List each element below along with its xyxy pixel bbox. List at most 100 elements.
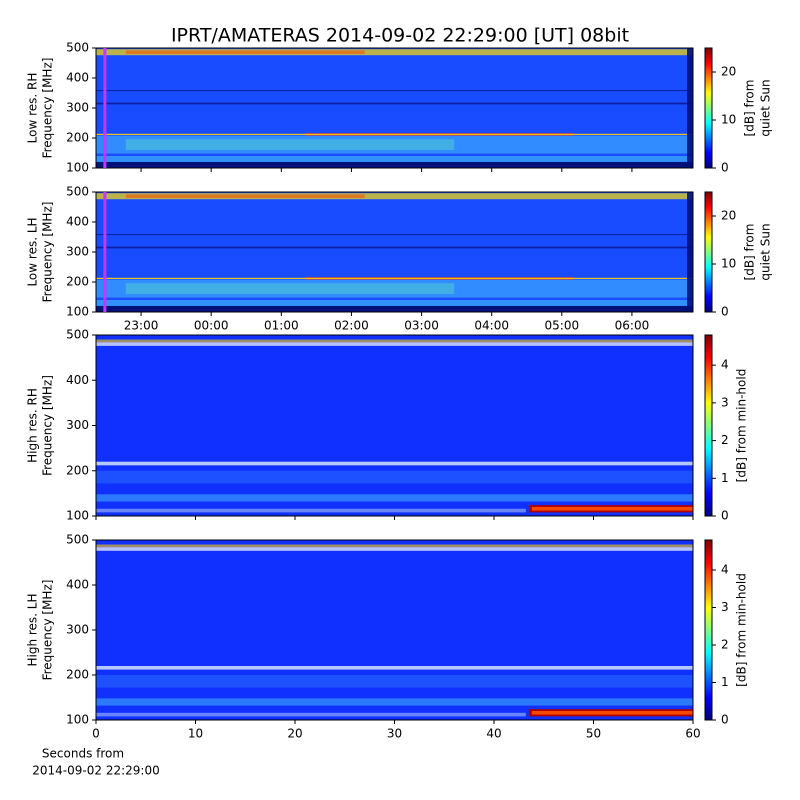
y-tick-label: 400	[66, 373, 89, 387]
spectrogram-band	[96, 339, 693, 343]
x-tick-label: 0	[92, 727, 100, 741]
colorbar-label: [dB] from min-hold	[735, 369, 749, 483]
x-tick-label: 05:00	[545, 319, 580, 333]
spectrogram-band	[96, 300, 693, 306]
x-tick-label: 01:00	[264, 319, 299, 333]
spectrogram-band	[96, 102, 693, 105]
spectrogram-band	[125, 50, 365, 54]
y-tick-label: 200	[66, 463, 89, 477]
colorbar	[704, 47, 713, 169]
spectrogram-band	[96, 712, 526, 717]
spectrogram-band	[96, 508, 526, 513]
spectrogram-band	[96, 193, 693, 200]
colorbar-tick-label: 0	[721, 509, 729, 523]
spectrogram-band	[96, 156, 693, 162]
x-axis-label: 2014-09-02 22:29:00	[32, 764, 159, 778]
x-tick-label: 06:00	[615, 319, 650, 333]
colorbar-label: [dB] from	[743, 80, 757, 137]
colorbar-label: [dB] from	[743, 224, 757, 281]
spectrogram-band	[687, 192, 693, 312]
y-tick-label: 300	[66, 101, 89, 115]
spectrogram-band	[96, 277, 693, 279]
y-tick-label: 300	[66, 245, 89, 259]
colorbar-tick-label: 3	[721, 395, 729, 409]
colorbar-tick-label: 2	[721, 433, 729, 447]
spectrogram-band	[96, 544, 693, 548]
spectrogram-band	[96, 461, 693, 466]
colorbar-tick-label: 0	[721, 161, 729, 175]
spectrogram-background	[96, 540, 693, 720]
spectrogram-band	[531, 506, 693, 511]
y-axis-label: Frequency [MHz]	[41, 202, 55, 303]
colorbar	[704, 334, 713, 517]
x-tick-label: 23:00	[124, 319, 159, 333]
y-tick-label: 100	[66, 713, 89, 727]
x-tick-label: 30	[387, 727, 402, 741]
colorbar	[704, 539, 713, 721]
colorbar-tick-label: 2	[721, 638, 729, 652]
x-tick-label: 00:00	[194, 319, 229, 333]
spectrogram-band	[125, 283, 455, 294]
colorbar-label: [dB] from min-hold	[735, 573, 749, 687]
colorbar-tick-label: 0	[721, 713, 729, 727]
y-tick-label: 100	[66, 305, 89, 319]
y-axis-label: Frequency [MHz]	[41, 58, 55, 159]
y-tick-label: 200	[66, 668, 89, 682]
colorbar-tick-label: 3	[721, 600, 729, 614]
spectrogram-band	[96, 698, 693, 706]
spectrogram-band	[96, 90, 693, 92]
spectrogram-band	[96, 133, 693, 135]
spectrogram-band	[531, 711, 693, 715]
y-tick-label: 100	[66, 509, 89, 523]
colorbar-label: quiet Sun	[759, 79, 773, 136]
spectrogram-band	[96, 342, 693, 346]
y-axis-label: Low res. LH	[26, 217, 40, 286]
y-axis-label: Frequency [MHz]	[41, 375, 55, 476]
y-tick-label: 500	[66, 533, 89, 547]
spectrogram-band	[125, 194, 365, 198]
spectrogram-band	[96, 675, 693, 688]
colorbar-tick-label: 1	[721, 471, 729, 485]
spectrogram-band	[96, 279, 693, 298]
spectrogram-band	[96, 666, 693, 670]
spectrogram-band	[96, 547, 693, 551]
colorbar-tick-label: 10	[721, 257, 736, 271]
x-tick-label: 40	[486, 727, 501, 741]
x-tick-label: 60	[685, 727, 700, 741]
y-axis-label: Frequency [MHz]	[41, 580, 55, 681]
x-tick-label: 02:00	[334, 319, 369, 333]
spectrogram-band	[96, 494, 693, 502]
spectrogram-band	[96, 162, 693, 168]
y-axis-label: High res. LH	[26, 593, 40, 666]
y-tick-label: 500	[66, 328, 89, 342]
colorbar	[704, 191, 713, 313]
spectrogram-band	[96, 246, 693, 249]
spectrogram-band	[96, 306, 693, 312]
colorbar-tick-label: 4	[721, 563, 729, 577]
y-tick-label: 500	[66, 185, 89, 199]
colorbar-tick-label: 10	[721, 113, 736, 127]
spectrogram-band	[96, 234, 693, 236]
y-tick-label: 300	[66, 623, 89, 637]
spectrogram-band	[96, 49, 693, 56]
spectrogram-band	[96, 470, 693, 484]
spectrogram-band	[687, 48, 693, 168]
spectrogram-background	[96, 335, 693, 516]
y-tick-label: 400	[66, 71, 89, 85]
y-tick-label: 400	[66, 578, 89, 592]
x-tick-label: 10	[188, 727, 203, 741]
colorbar-tick-label: 20	[721, 209, 736, 223]
y-tick-label: 200	[66, 275, 89, 289]
y-tick-label: 500	[66, 41, 89, 55]
colorbar-tick-label: 0	[721, 305, 729, 319]
spectrogram-band	[125, 139, 455, 150]
y-tick-label: 100	[66, 161, 89, 175]
colorbar-tick-label: 4	[721, 358, 729, 372]
x-tick-label: 50	[586, 727, 601, 741]
x-tick-label: 03:00	[404, 319, 439, 333]
y-axis-label: Low res. RH	[26, 73, 40, 144]
x-tick-label: 20	[287, 727, 302, 741]
chart-title: IPRT/AMATERAS 2014-09-02 22:29:00 [UT] 0…	[171, 25, 629, 47]
x-tick-label: 04:00	[474, 319, 509, 333]
